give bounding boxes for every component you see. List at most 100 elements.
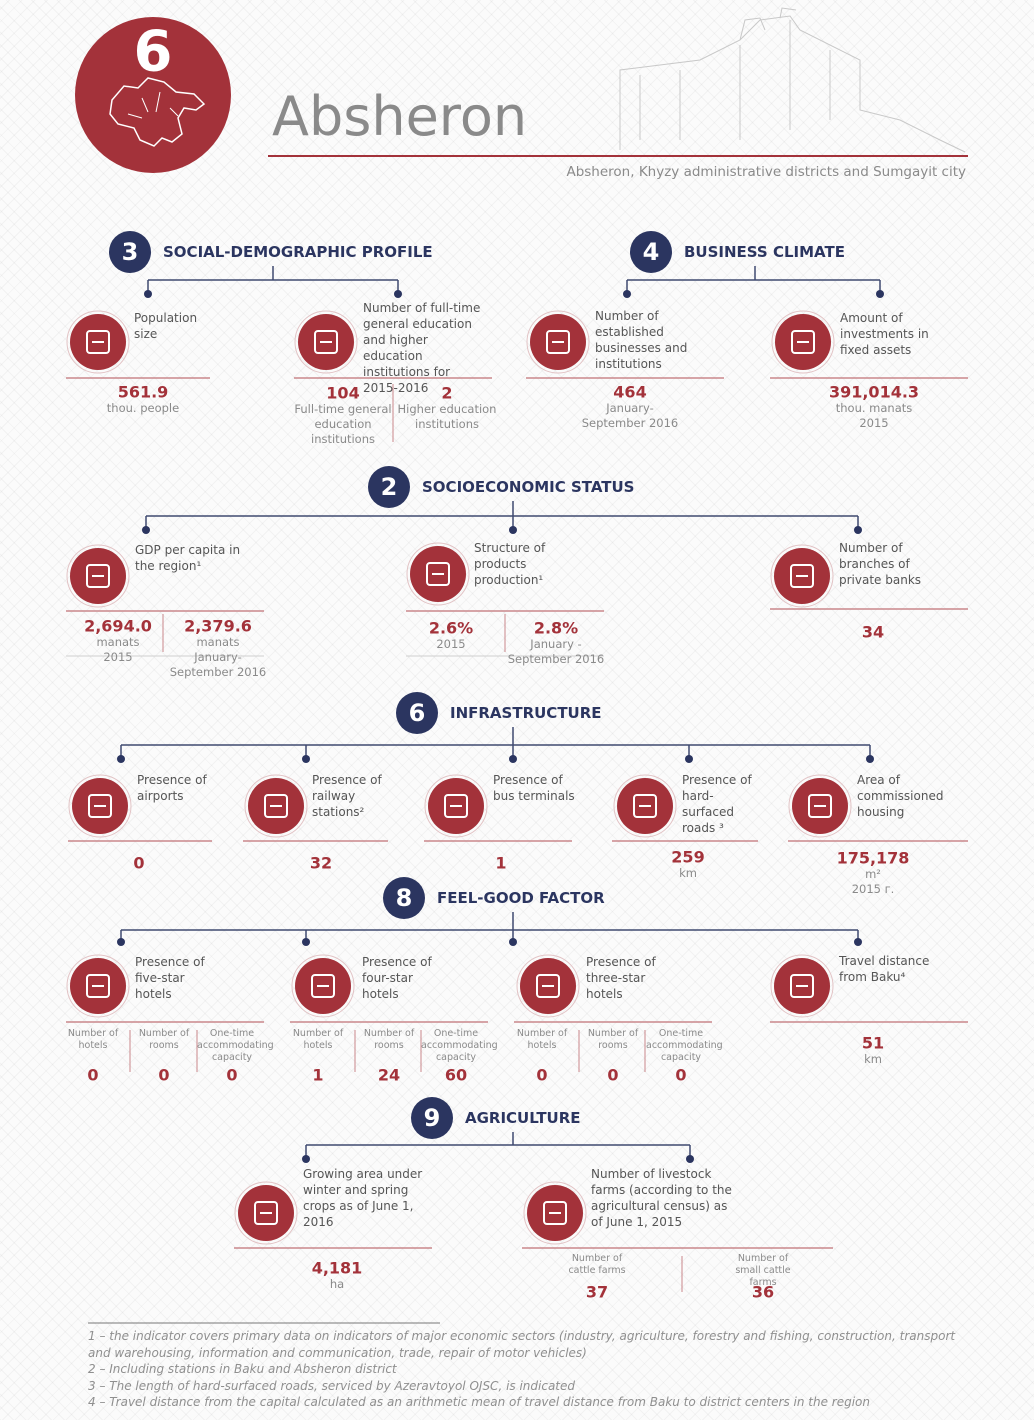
- indicator-value: 37: [585, 1282, 609, 1302]
- value-caption: Number of rooms: [138, 1028, 190, 1051]
- indicator-value: 175,178: [836, 848, 910, 868]
- badge-circle: [75, 17, 231, 173]
- tree-dot: [302, 1155, 310, 1163]
- tree-dot: [876, 290, 884, 298]
- badge-map: [109, 77, 206, 147]
- footnote: 1 – the indicator covers primary data on…: [88, 1329, 956, 1360]
- value-note: thou. people: [106, 401, 180, 415]
- icon-glyph: [254, 1201, 278, 1225]
- value-note: January-September 2016: [169, 650, 267, 679]
- section-number-circle: [109, 231, 151, 273]
- tree-dot: [866, 755, 874, 763]
- indicator-value: 561.9: [117, 382, 169, 402]
- icon-ring: [424, 774, 488, 838]
- value-note: m²: [865, 867, 881, 881]
- indicator-value: 0: [536, 1065, 548, 1085]
- icon-glyph: [808, 794, 832, 818]
- section-number: 4: [642, 238, 660, 266]
- icon-ring: [294, 310, 358, 374]
- value-caption: Number of hotels: [292, 1028, 344, 1051]
- icon-ring: [770, 954, 834, 1018]
- tree-dot: [509, 938, 517, 946]
- icon-glyph: [86, 330, 110, 354]
- tree-dot: [302, 938, 310, 946]
- icon-ring: [771, 310, 835, 374]
- value-caption: Number of hotels: [516, 1028, 568, 1051]
- icon-glyph: [790, 974, 814, 998]
- indicator-label: Population size: [134, 311, 198, 341]
- icon-ring: [788, 774, 852, 838]
- section-title: SOCIAL-DEMOGRAPHIC PROFILE: [163, 243, 433, 261]
- indicator-value: 60: [444, 1065, 468, 1085]
- section-title: SOCIOECONOMIC STATUS: [422, 478, 635, 496]
- icon-glyph: [314, 330, 338, 354]
- tree-dot: [394, 290, 402, 298]
- value-note: 2015: [859, 416, 889, 430]
- value-note: January - September 2016: [507, 637, 605, 666]
- indicator-value: 36: [751, 1282, 775, 1302]
- tree-dot: [509, 526, 517, 534]
- indicator-value: 259: [671, 847, 705, 867]
- indicator-value: 104: [326, 383, 360, 403]
- indicator-value: 1: [495, 853, 507, 873]
- tree-dot: [623, 290, 631, 298]
- section-title: FEEL-GOOD FACTOR: [437, 889, 605, 907]
- indicator-value: 2.6%: [428, 618, 474, 638]
- section-number: 3: [121, 238, 139, 266]
- value-note: ha: [329, 1277, 345, 1291]
- indicator-label: Presence of bus terminals: [493, 773, 575, 803]
- icon-glyph: [536, 974, 560, 998]
- value-note: January-September 2016: [581, 401, 679, 430]
- section-number-circle: [411, 1097, 453, 1139]
- icon-ring: [68, 774, 132, 838]
- value-note: Higher education institutions: [397, 402, 497, 431]
- section-number-circle: [630, 231, 672, 273]
- indicator-label: Presence of four-star hotels: [362, 955, 432, 1001]
- indicator-label: Number of established businesses and ins…: [595, 309, 688, 371]
- indicator-label: Area of commissioned housing: [857, 773, 944, 819]
- footnote: 2 – Including stations in Baku and Abshe…: [88, 1362, 397, 1377]
- section-number: 8: [395, 884, 413, 912]
- icon-glyph: [546, 330, 570, 354]
- indicator-label: Number of livestock farms (according to …: [591, 1167, 732, 1229]
- tree-dot: [686, 1155, 694, 1163]
- value-caption: One-time accommodating capacity: [197, 1028, 274, 1063]
- tree-dot: [854, 938, 862, 946]
- region-subtitle: Absheron, Khyzy administrative districts…: [566, 164, 966, 180]
- value-caption: Number of cattle farms: [568, 1253, 626, 1276]
- section-number-circle: [396, 692, 438, 734]
- value-note: km: [679, 866, 697, 880]
- tree-dot: [117, 755, 125, 763]
- value-caption: Number of hotels: [67, 1028, 119, 1051]
- icon-glyph: [790, 564, 814, 588]
- indicator-value: 0: [675, 1065, 687, 1085]
- indicator-value: 0: [226, 1065, 238, 1085]
- indicator-value: 0: [607, 1065, 619, 1085]
- value-note: 2015 г.: [851, 882, 895, 896]
- indicator-value: 51: [861, 1033, 885, 1053]
- icon-glyph: [791, 330, 815, 354]
- icon-ring: [291, 954, 355, 1018]
- icon-ring: [523, 1181, 587, 1245]
- footnote: 3 – The length of hard-surfaced roads, s…: [88, 1378, 576, 1393]
- icon-ring: [66, 544, 130, 608]
- indicator-value: 32: [309, 853, 333, 873]
- indicator-value: 2,694.0: [84, 616, 152, 636]
- icon-ring: [244, 774, 308, 838]
- indicator-label: Presence of railway stations²: [312, 773, 382, 819]
- value-note: 2015: [436, 637, 466, 651]
- value-note: manats: [96, 635, 140, 649]
- icon-glyph: [426, 562, 450, 586]
- indicator-label: Presence of airports: [137, 773, 207, 803]
- indicator-value: 2.8%: [533, 618, 579, 638]
- indicator-label: Growing area under winter and spring cro…: [303, 1167, 423, 1229]
- icon-glyph: [86, 564, 110, 588]
- value-note: 2015: [103, 650, 133, 664]
- value-caption: Number of rooms: [587, 1028, 639, 1051]
- tree-dot: [854, 526, 862, 534]
- icon-ring: [613, 774, 677, 838]
- tree-dot: [142, 526, 150, 534]
- icon-glyph: [444, 794, 468, 818]
- indicator-value: 0: [87, 1065, 99, 1085]
- value-caption: One-time accommodating capacity: [646, 1028, 723, 1063]
